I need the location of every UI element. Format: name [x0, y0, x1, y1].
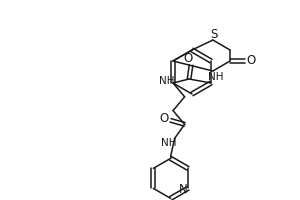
Text: O: O — [183, 51, 193, 64]
Text: N: N — [178, 183, 187, 196]
Text: NH: NH — [208, 72, 224, 82]
Text: NH: NH — [159, 76, 175, 86]
Text: O: O — [246, 54, 256, 68]
Text: NH: NH — [161, 138, 176, 148]
Text: O: O — [159, 112, 168, 125]
Text: S: S — [210, 28, 218, 42]
